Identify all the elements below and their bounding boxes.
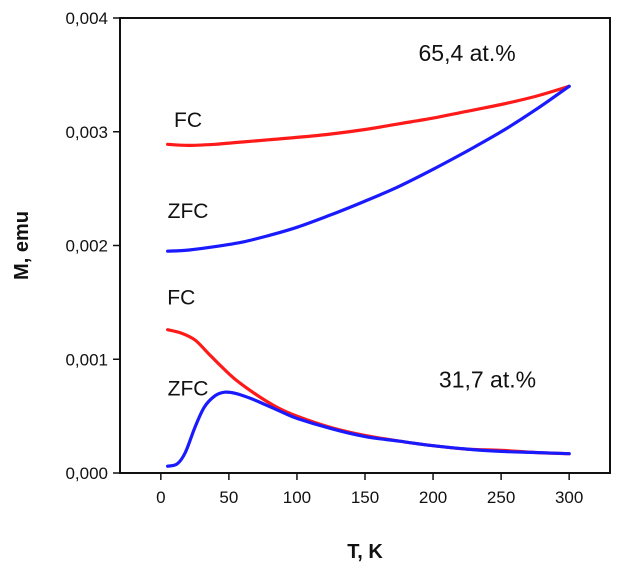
x-tick-label: 250 (487, 488, 515, 507)
y-tick-label: 0,004 (65, 9, 108, 28)
curve-label: FC (174, 109, 202, 132)
composition-annotation: 65,4 at.% (418, 40, 515, 66)
y-tick-label: 0,000 (65, 464, 108, 483)
curve-label: ZFC (168, 200, 209, 223)
composition-annotation: 31,7 at.% (439, 367, 536, 393)
y-tick-label: 0,001 (65, 350, 108, 369)
x-tick-label: 300 (555, 488, 583, 507)
series-line-zfc-31-7-at (166, 390, 571, 468)
curve-label: FC (167, 287, 195, 310)
y-axis-title: M, emu (11, 211, 33, 280)
y-tick-label: 0,002 (65, 237, 108, 256)
x-tick-label: 100 (283, 488, 311, 507)
series-layer (166, 84, 571, 468)
curve-label-layer: FC ZFC FC ZFC 65,4 at.% 31,7 at.% (167, 40, 536, 400)
x-tick-label: 150 (351, 488, 379, 507)
series-line-zfc-65-4-at (166, 84, 571, 253)
x-tick-label: 0 (156, 488, 165, 507)
x-tick-label: 50 (219, 488, 238, 507)
x-axis-title: T, K (347, 541, 383, 563)
curve-label: ZFC (168, 378, 209, 401)
series-line-fc-65-4-at (166, 84, 571, 147)
plot-frame (119, 17, 611, 474)
y-tick-label: 0,003 (65, 123, 108, 142)
tick-layer: 0 50 100 150 200 250 300 0,000 0,001 0,002 0,003 0,… (65, 9, 583, 507)
x-tick-label: 200 (419, 488, 447, 507)
